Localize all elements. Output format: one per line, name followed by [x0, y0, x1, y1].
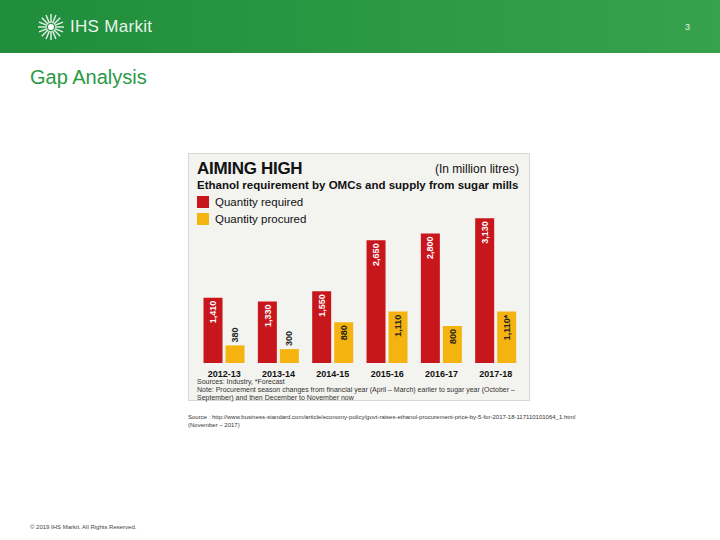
html-text:Sources: Industry, *Forecast: Sources: Industry, *Forecast	[197, 378, 285, 385]
html-text:(November – 2017): (November – 2017)	[188, 422, 240, 428]
svg-text:2,800: 2,800	[426, 236, 436, 259]
html-text:IHS Markit: IHS Markit	[70, 17, 153, 36]
svg-text:2016-17: 2016-17	[425, 369, 458, 377]
svg-text:1,110*: 1,110*	[502, 314, 512, 340]
html-text:AIMING HIGH: AIMING HIGH	[197, 159, 303, 178]
svg-text:1,330: 1,330	[263, 304, 273, 327]
html-text:3: 3	[685, 22, 690, 32]
html-text:Source : http://www.business-s: Source : http://www.business-standard.co…	[188, 414, 576, 420]
html-text:Ethanol requirement by OMCs an: Ethanol requirement by OMCs and supply f…	[197, 179, 519, 191]
html-text:Note: Procurement season chang: Note: Procurement season changes from fi…	[197, 386, 515, 401]
svg-text:2,650: 2,650	[371, 243, 381, 266]
svg-text:800: 800	[448, 329, 458, 344]
svg-text:2015-16: 2015-16	[371, 369, 404, 377]
svg-text:300: 300	[285, 331, 295, 346]
svg-text:2012-13: 2012-13	[208, 369, 241, 377]
svg-text:380: 380	[230, 327, 240, 342]
html-text:© 2019 IHS Markit. All Rights: © 2019 IHS Markit. All Rights Reserved.	[30, 524, 137, 530]
html-text:Gap Analysis: Gap Analysis	[30, 66, 147, 88]
svg-text:2013-14: 2013-14	[262, 369, 295, 377]
svg-text:1,110: 1,110	[393, 315, 403, 337]
svg-text:3,130: 3,130	[480, 221, 490, 244]
html-text:Quantity required: Quantity required	[215, 196, 304, 208]
svg-text:1,550: 1,550	[317, 294, 327, 317]
html-text:Quantity procured: Quantity procured	[215, 213, 307, 225]
svg-text:880: 880	[339, 325, 349, 340]
html-text:(In million litres): (In million litres)	[435, 162, 519, 176]
svg-text:2014-15: 2014-15	[316, 369, 349, 377]
svg-text:2017-18: 2017-18	[479, 369, 512, 377]
svg-text:1,410: 1,410	[208, 301, 218, 324]
